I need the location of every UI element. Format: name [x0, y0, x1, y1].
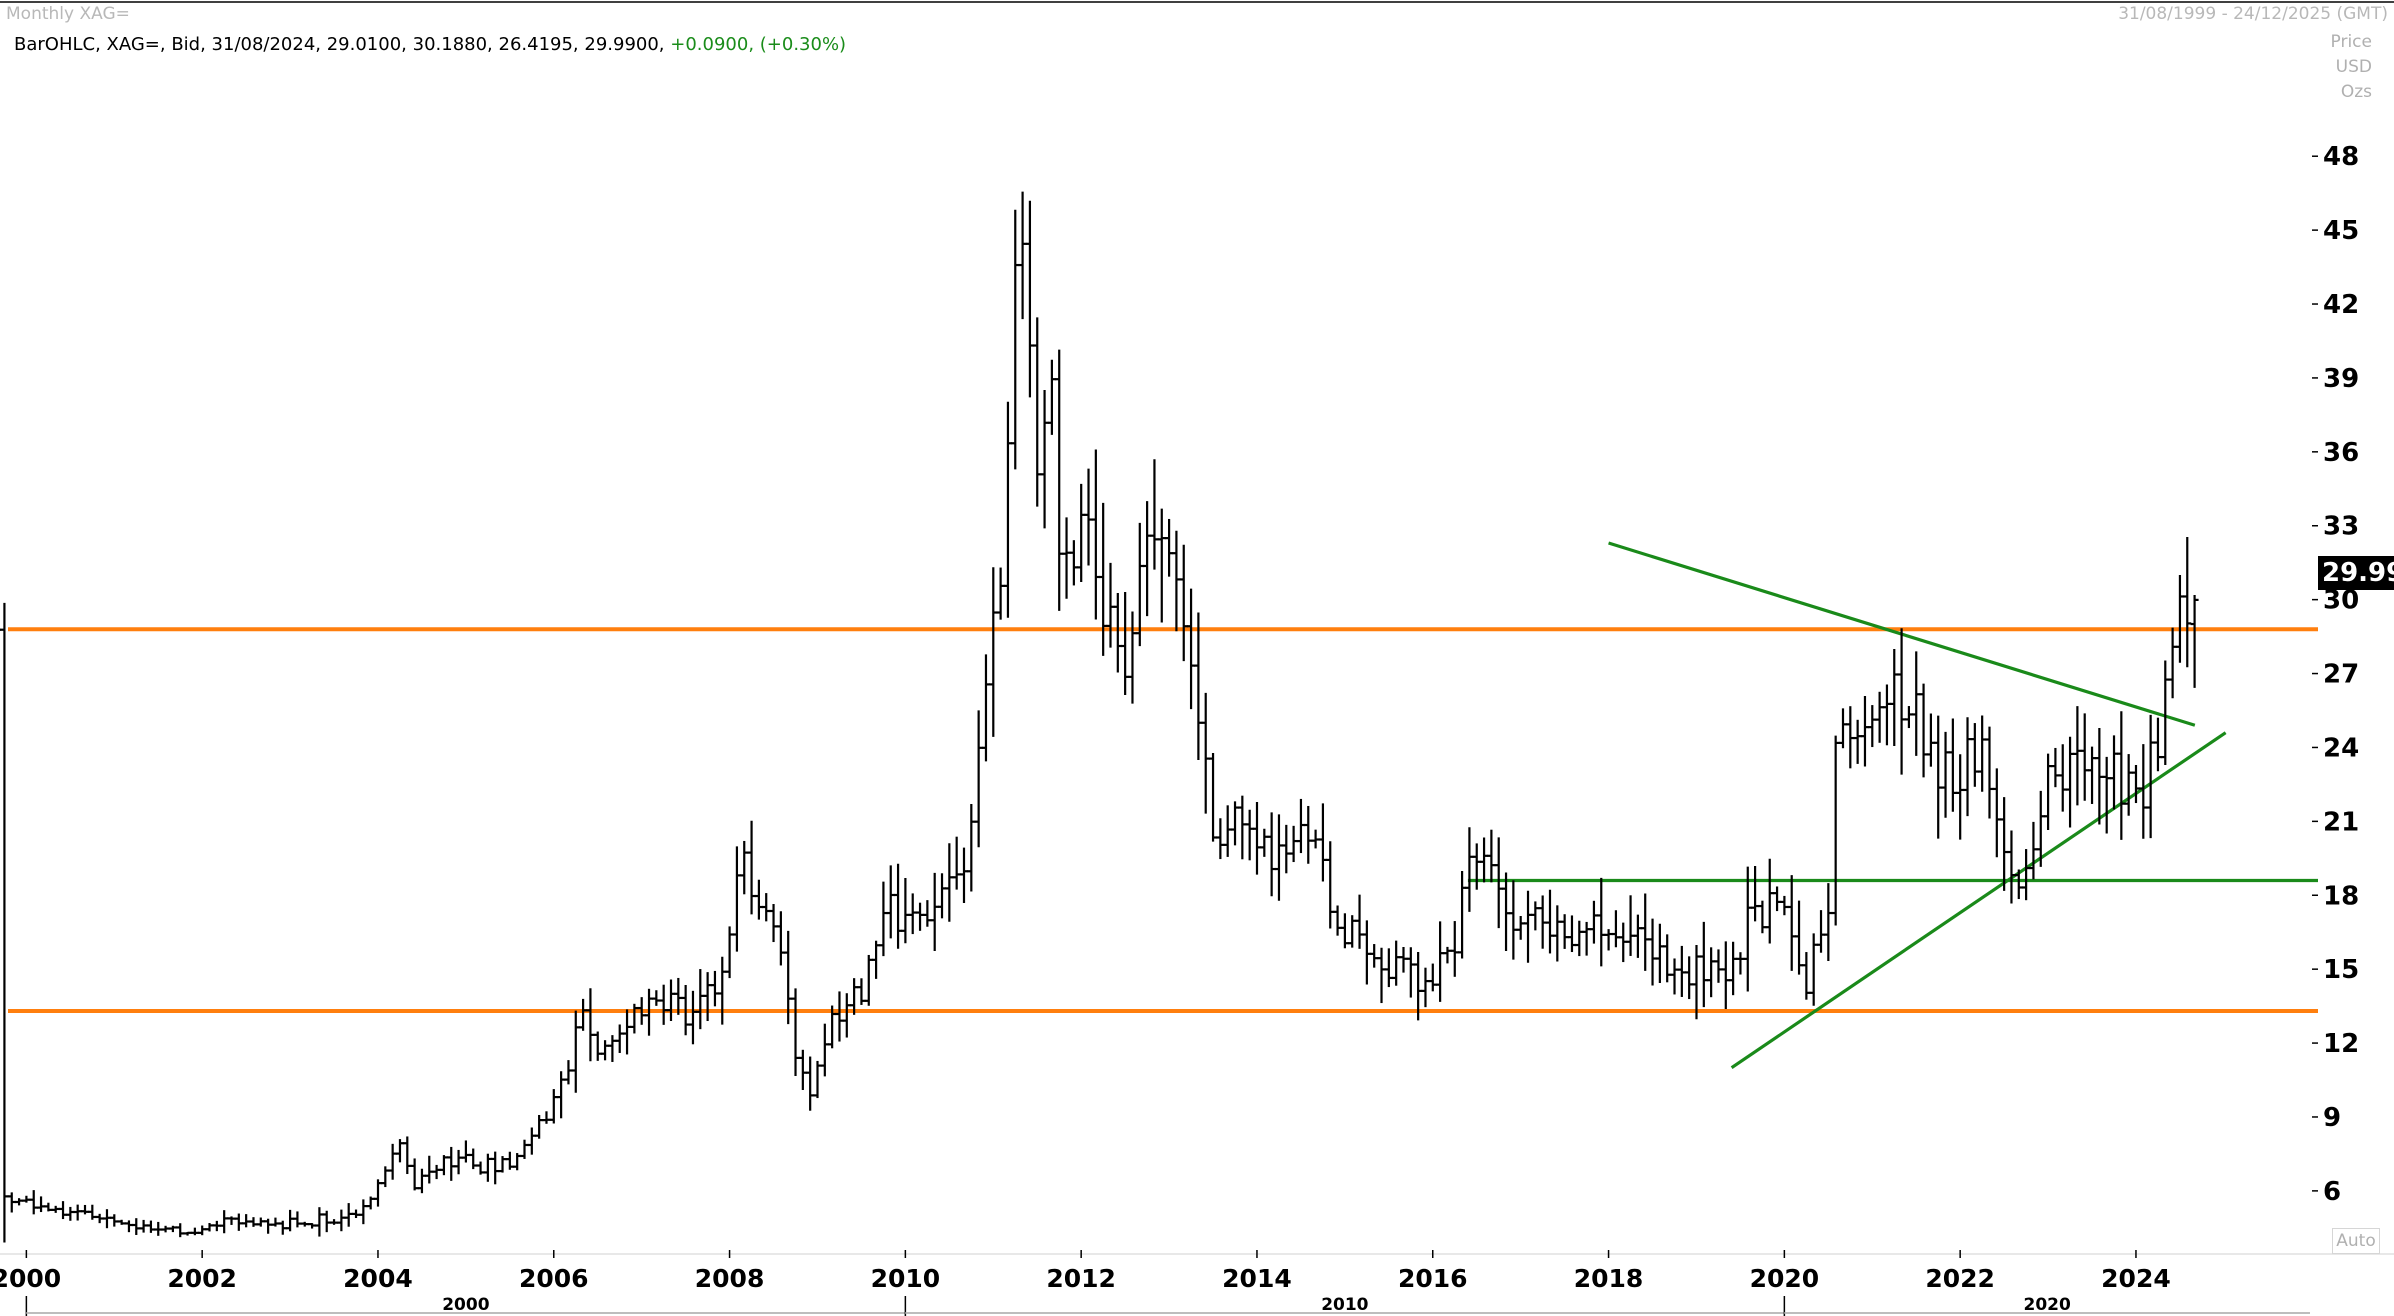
ohlc-bars — [0, 191, 2199, 1243]
axis-unit-currency: USD — [2335, 57, 2372, 77]
x-tick-label: 2004 — [343, 1264, 413, 1293]
x-tick-label: 2016 — [1398, 1264, 1468, 1293]
bar-info: BarOHLC, XAG=, Bid, 31/08/2024, 29.0100,… — [14, 34, 846, 55]
axis-unit-price: Price — [2330, 32, 2372, 52]
decade-label: 2020 — [2024, 1295, 2071, 1315]
chart-title: Monthly XAG= — [6, 4, 130, 24]
x-tick-label: 2020 — [1750, 1264, 1820, 1293]
y-tick-label: 24 — [2323, 733, 2359, 763]
x-tick-label: 2018 — [1574, 1264, 1644, 1293]
y-tick-label: 18 — [2323, 881, 2359, 911]
x-tick-label: 2024 — [2101, 1264, 2171, 1293]
x-tick-label: 2002 — [167, 1264, 237, 1293]
y-tick-label: 45 — [2323, 216, 2359, 246]
last-price-label: 29.99 — [2318, 556, 2394, 590]
y-tick-label: 15 — [2323, 955, 2359, 985]
y-tick-label: 36 — [2323, 438, 2359, 468]
y-tick-label: 6 — [2323, 1177, 2341, 1207]
y-tick-label: 21 — [2323, 807, 2359, 837]
y-tick-label: 27 — [2323, 660, 2359, 690]
x-tick-label: 2022 — [1925, 1264, 1995, 1293]
ohlc-bar — [2190, 595, 2199, 688]
decade-label: 2010 — [1321, 1295, 1368, 1315]
bar-info-values: BarOHLC, XAG=, Bid, 31/08/2024, 29.0100,… — [14, 34, 671, 55]
decade-label: 2000 — [442, 1295, 489, 1315]
y-tick-label: 9 — [2323, 1103, 2341, 1133]
date-range: 31/08/1999 - 24/12/2025 (GMT) — [2118, 4, 2388, 24]
axis-unit-ozs: Ozs — [2340, 82, 2372, 102]
price-axis: 6 9 12 15 18 21 24 27 30 33 36 39 42 45 48 — [2312, 142, 2359, 1207]
bar-info-change: +0.0900, (+0.30%) — [670, 34, 847, 55]
auto-scale-button[interactable]: Auto — [2332, 1228, 2380, 1254]
x-tick-label: 2012 — [1046, 1264, 1116, 1293]
x-tick-label: 2000 — [0, 1264, 61, 1293]
y-tick-label: 48 — [2323, 142, 2359, 172]
x-tick-label: 2006 — [519, 1264, 589, 1293]
time-axis: 2000 2002 2004 2006 2008 2010 2012 2014 2016 2018… — [0, 1250, 2394, 1316]
y-tick-label: 30 — [2323, 586, 2359, 616]
x-tick-label: 2014 — [1222, 1264, 1292, 1293]
y-tick-label: 42 — [2323, 290, 2359, 320]
y-tick-label: 39 — [2323, 364, 2359, 394]
y-tick-label: 12 — [2323, 1029, 2359, 1059]
y-tick-label: 33 — [2323, 512, 2359, 542]
x-tick-label: 2010 — [871, 1264, 941, 1293]
x-tick-label: 2008 — [695, 1264, 765, 1293]
